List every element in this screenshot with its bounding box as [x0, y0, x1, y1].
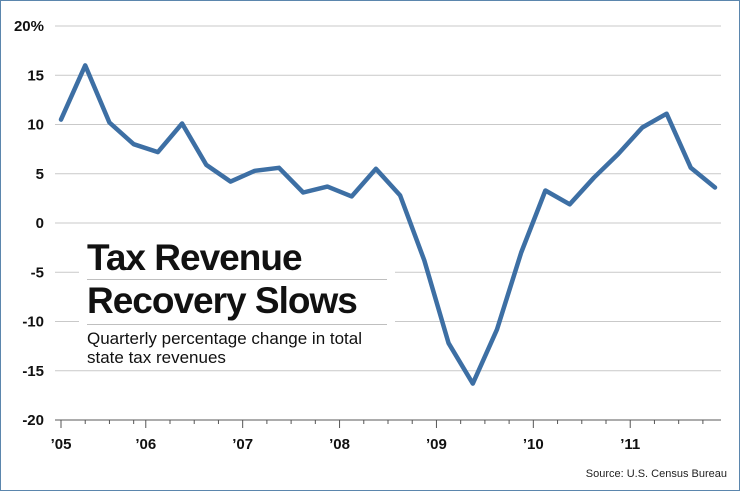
y-tick-label: 15: [27, 67, 44, 84]
x-tick-label: ’07: [232, 436, 253, 453]
series-layer: [58, 63, 718, 386]
x-tick-label: ’06: [135, 436, 156, 453]
series-line: [58, 63, 718, 386]
title-box: Tax Revenue Recovery Slows Quarterly per…: [79, 231, 395, 369]
y-tick-label: 5: [36, 166, 44, 183]
x-tick-label: ’11: [620, 436, 640, 453]
x-axis-ticks: ’05 ’06 ’07 ’08 ’09 ’10 ’11: [51, 420, 704, 453]
y-tick-label: -5: [31, 264, 44, 281]
x-tick-label: ’09: [426, 436, 447, 453]
source-note: Source: U.S. Census Bureau: [585, 468, 727, 480]
x-tick-label: ’08: [329, 436, 350, 453]
x-tick-label: ’05: [51, 436, 72, 453]
y-tick-label: 0: [36, 215, 44, 232]
y-tick-label: -15: [22, 363, 44, 380]
y-tick-label: 10: [27, 117, 44, 134]
chart-title-line-2: Recovery Slows: [87, 280, 387, 325]
y-tick-label: -20: [22, 412, 44, 429]
chart-subtitle: Quarterly percentage change in total sta…: [87, 329, 363, 367]
y-axis-ticks: 20% 15 10 5 0 -5 -10 -15 -20: [14, 18, 44, 429]
y-tick-label: 20%: [14, 18, 44, 35]
chart-title-line-1: Tax Revenue: [87, 237, 387, 280]
x-tick-label: ’10: [523, 436, 544, 453]
y-tick-label: -10: [22, 314, 44, 331]
